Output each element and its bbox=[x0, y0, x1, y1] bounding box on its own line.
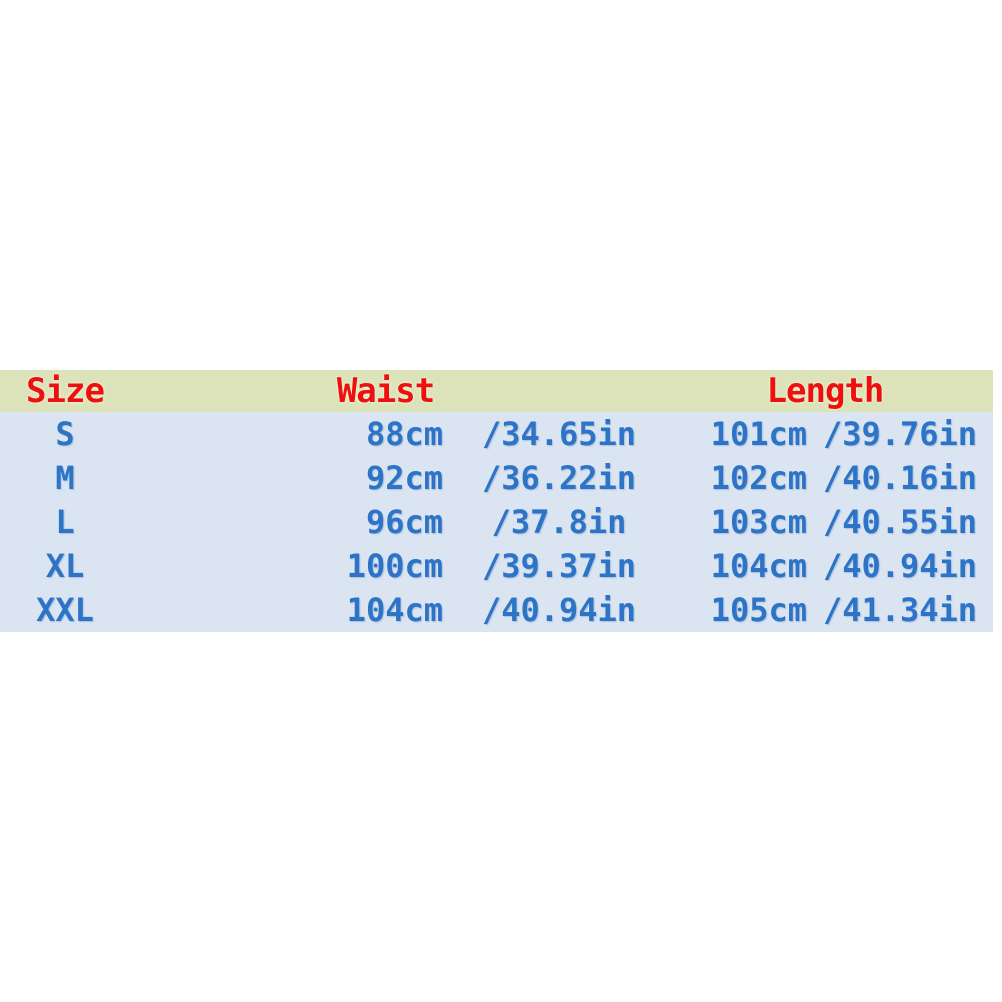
length-cm-value: 101cm bbox=[710, 415, 807, 453]
waist-in-value: /39.37in bbox=[481, 547, 637, 585]
length-cm-value: 105cm bbox=[710, 591, 807, 629]
size-value: XL bbox=[45, 547, 85, 585]
waist-in-value: /37.8in bbox=[491, 503, 627, 541]
waist-cm-value: 96cm bbox=[365, 503, 443, 541]
length-in-value: /39.76in bbox=[822, 415, 978, 453]
length-in-value: /40.94in bbox=[822, 547, 978, 585]
table-row-m: M 92cm /36.22in 102cm /40.16in bbox=[0, 456, 993, 500]
waist-in-value: /36.22in bbox=[481, 459, 637, 497]
table-row-l: L 96cm /37.8in 103cm /40.55in bbox=[0, 500, 993, 544]
waist-in-value: /34.65in bbox=[481, 415, 637, 453]
waist-cm-value: 92cm bbox=[365, 459, 443, 497]
waist-cm-value: 88cm bbox=[365, 415, 443, 453]
waist-cm-value: 104cm bbox=[346, 591, 443, 629]
table-header-row: Size Waist Length bbox=[0, 370, 993, 412]
table-row-xxl: XXL 104cm /40.94in 105cm /41.34in bbox=[0, 588, 993, 632]
table-body: S 88cm /34.65in 101cm /39.76in M 92cm /3… bbox=[0, 412, 993, 632]
column-header-length: Length bbox=[766, 371, 885, 411]
length-in-value: /40.55in bbox=[822, 503, 978, 541]
table-row-xl: XL 100cm /39.37in 104cm /40.94in bbox=[0, 544, 993, 588]
table-row-s: S 88cm /34.65in 101cm /39.76in bbox=[0, 412, 993, 456]
length-cm-value: 103cm bbox=[710, 503, 807, 541]
column-header-waist: Waist bbox=[336, 371, 435, 411]
length-in-value: /40.16in bbox=[822, 459, 978, 497]
waist-in-value: /40.94in bbox=[481, 591, 637, 629]
size-value: S bbox=[55, 415, 75, 453]
column-header-size: Size bbox=[26, 371, 105, 411]
size-chart-table: Size Waist Length S 88cm /34.65in 101cm … bbox=[0, 370, 993, 632]
size-value: M bbox=[55, 459, 75, 497]
length-cm-value: 104cm bbox=[710, 547, 807, 585]
length-in-value: /41.34in bbox=[822, 591, 978, 629]
size-value: L bbox=[55, 503, 75, 541]
waist-cm-value: 100cm bbox=[346, 547, 443, 585]
length-cm-value: 102cm bbox=[710, 459, 807, 497]
size-value: XXL bbox=[36, 591, 94, 629]
